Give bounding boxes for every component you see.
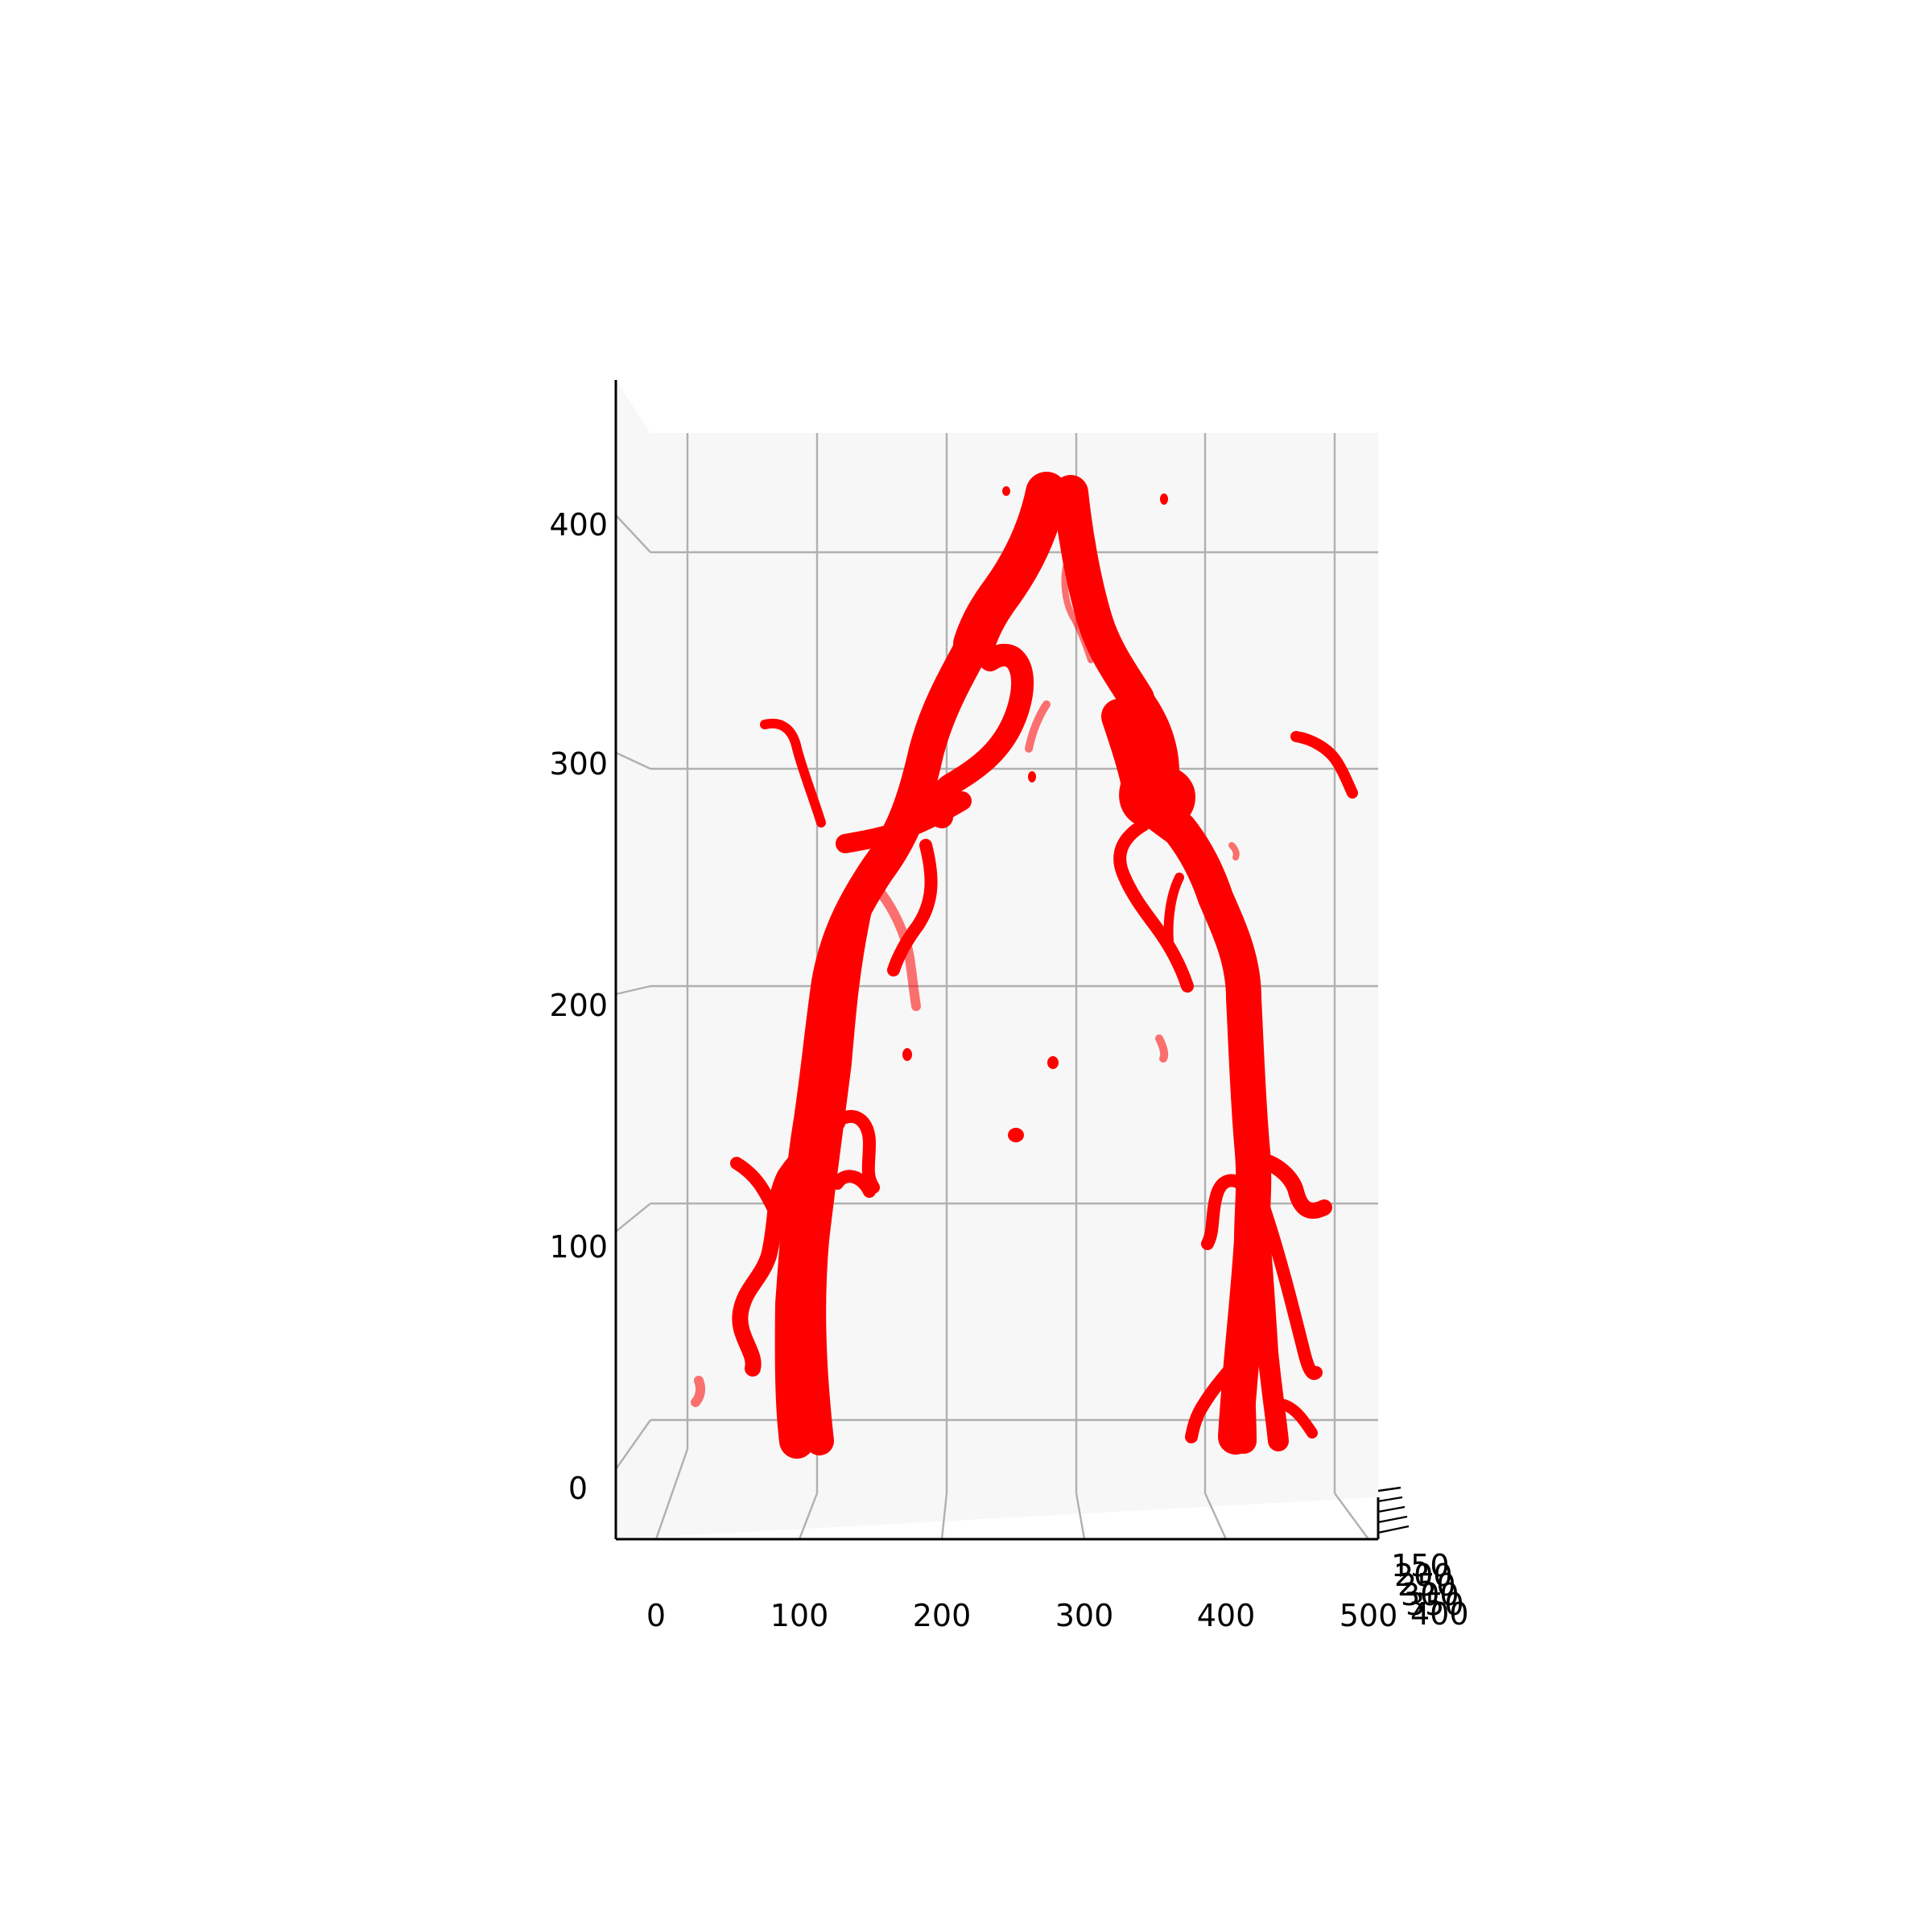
vessel-left-twig xyxy=(877,889,921,1011)
grid-left-diagonal xyxy=(615,985,651,996)
vessel-right-branch xyxy=(1113,819,1194,993)
y-tick-label: 200 xyxy=(1394,1558,1453,1593)
vessel-right-twig xyxy=(1228,842,1240,861)
z-tick-label: 0 xyxy=(568,1471,588,1506)
vessel-fragment xyxy=(1047,1056,1059,1069)
y-tick-label: 300 xyxy=(1401,1577,1459,1612)
vessel-right-lower-branch xyxy=(1244,1151,1332,1219)
vessel-fragment xyxy=(1160,493,1168,505)
grid-floor-diagonal xyxy=(1075,1492,1086,1540)
z-tick-label: 300 xyxy=(549,746,608,782)
vessel-right-branch xyxy=(1163,873,1184,947)
z-axis-tick-labels: 0 100 200 300 400 xyxy=(549,507,608,1506)
vessel-left-loop xyxy=(923,643,1034,828)
grid-floor-diagonal xyxy=(940,1492,948,1540)
y-tick-label: 150 xyxy=(1391,1548,1450,1583)
left-pane xyxy=(616,380,650,1539)
vessel-left-branch xyxy=(836,791,972,853)
vessel-right-loop xyxy=(1119,765,1195,831)
vessel-left-main xyxy=(774,626,992,1459)
y-axis-tick-labels: 150 200 250 300 350 400 xyxy=(1391,1548,1469,1632)
vessel-left-branch-down xyxy=(887,839,938,976)
vessel-fragment xyxy=(1008,1128,1024,1142)
vessel-right-lower-branch xyxy=(1185,1346,1250,1443)
x-axis-tick-labels: 0 100 200 300 400 500 xyxy=(646,1598,1397,1633)
vessel-left-parallel xyxy=(797,895,872,1455)
vessel-fragment xyxy=(1002,486,1010,496)
grid-left-diagonal xyxy=(615,514,651,553)
vessel-right-lower-branch xyxy=(1201,1174,1253,1250)
vessel-fragment xyxy=(902,1048,912,1061)
vessel-left-lower-branch xyxy=(732,1115,845,1377)
vessel-mid-twig xyxy=(1061,560,1094,663)
vessel-mid-twig xyxy=(1025,700,1051,753)
y-axis-tick xyxy=(1377,1515,1408,1524)
grid-left-diagonal xyxy=(615,751,651,770)
vessel-tree xyxy=(691,472,1358,1459)
x-tick-label: 0 xyxy=(646,1598,666,1633)
y-tick-label: 250 xyxy=(1397,1567,1456,1603)
y-tick-label: 400 xyxy=(1410,1596,1469,1632)
grid-floor-diagonal xyxy=(1334,1492,1369,1540)
y-axis-tick xyxy=(1377,1525,1410,1534)
z-tick-label: 100 xyxy=(549,1229,608,1265)
y-axis-tick xyxy=(1377,1505,1406,1513)
vessel-left-knee-branch xyxy=(831,1170,876,1198)
z-tick-label: 200 xyxy=(549,988,608,1023)
vessel-trunk-right xyxy=(1053,475,1154,716)
z-tick-label: 400 xyxy=(549,507,608,543)
x-tick-label: 100 xyxy=(770,1598,829,1633)
y-axis-tick xyxy=(1377,1496,1403,1503)
grid-floor-diagonal xyxy=(1203,1492,1228,1540)
vessel-right-lower-branch xyxy=(1278,1399,1318,1439)
vessel-left-fragment xyxy=(691,1376,706,1407)
vessel-left-knee-branch xyxy=(835,1109,880,1194)
vessel-left-lower-branch xyxy=(730,1157,779,1214)
vessel-right-twig xyxy=(1155,1034,1169,1063)
y-tick-label: 350 xyxy=(1406,1587,1464,1622)
vessel-fragment xyxy=(1028,771,1036,782)
x-tick-label: 500 xyxy=(1340,1598,1398,1633)
x-tick-label: 300 xyxy=(1055,1598,1114,1633)
grid-floor-diagonal xyxy=(654,1448,689,1540)
vessel-left-upper-twig xyxy=(760,718,826,828)
axes xyxy=(614,380,1410,1541)
floor-pane xyxy=(616,1449,1378,1539)
vessel-right-lower xyxy=(1241,1157,1289,1451)
vessel-trunk xyxy=(953,472,1067,665)
grid-floor-diagonal xyxy=(798,1492,819,1540)
grid-left-diagonal xyxy=(615,1203,651,1232)
grid-left-diagonal xyxy=(615,1419,651,1470)
y-axis-tick xyxy=(1377,1486,1402,1492)
x-tick-label: 200 xyxy=(913,1598,972,1633)
x-tick-label: 400 xyxy=(1197,1598,1256,1633)
vessel-right-upper-twig xyxy=(1290,731,1358,799)
vessel-right-lower-branch xyxy=(1257,1201,1323,1381)
